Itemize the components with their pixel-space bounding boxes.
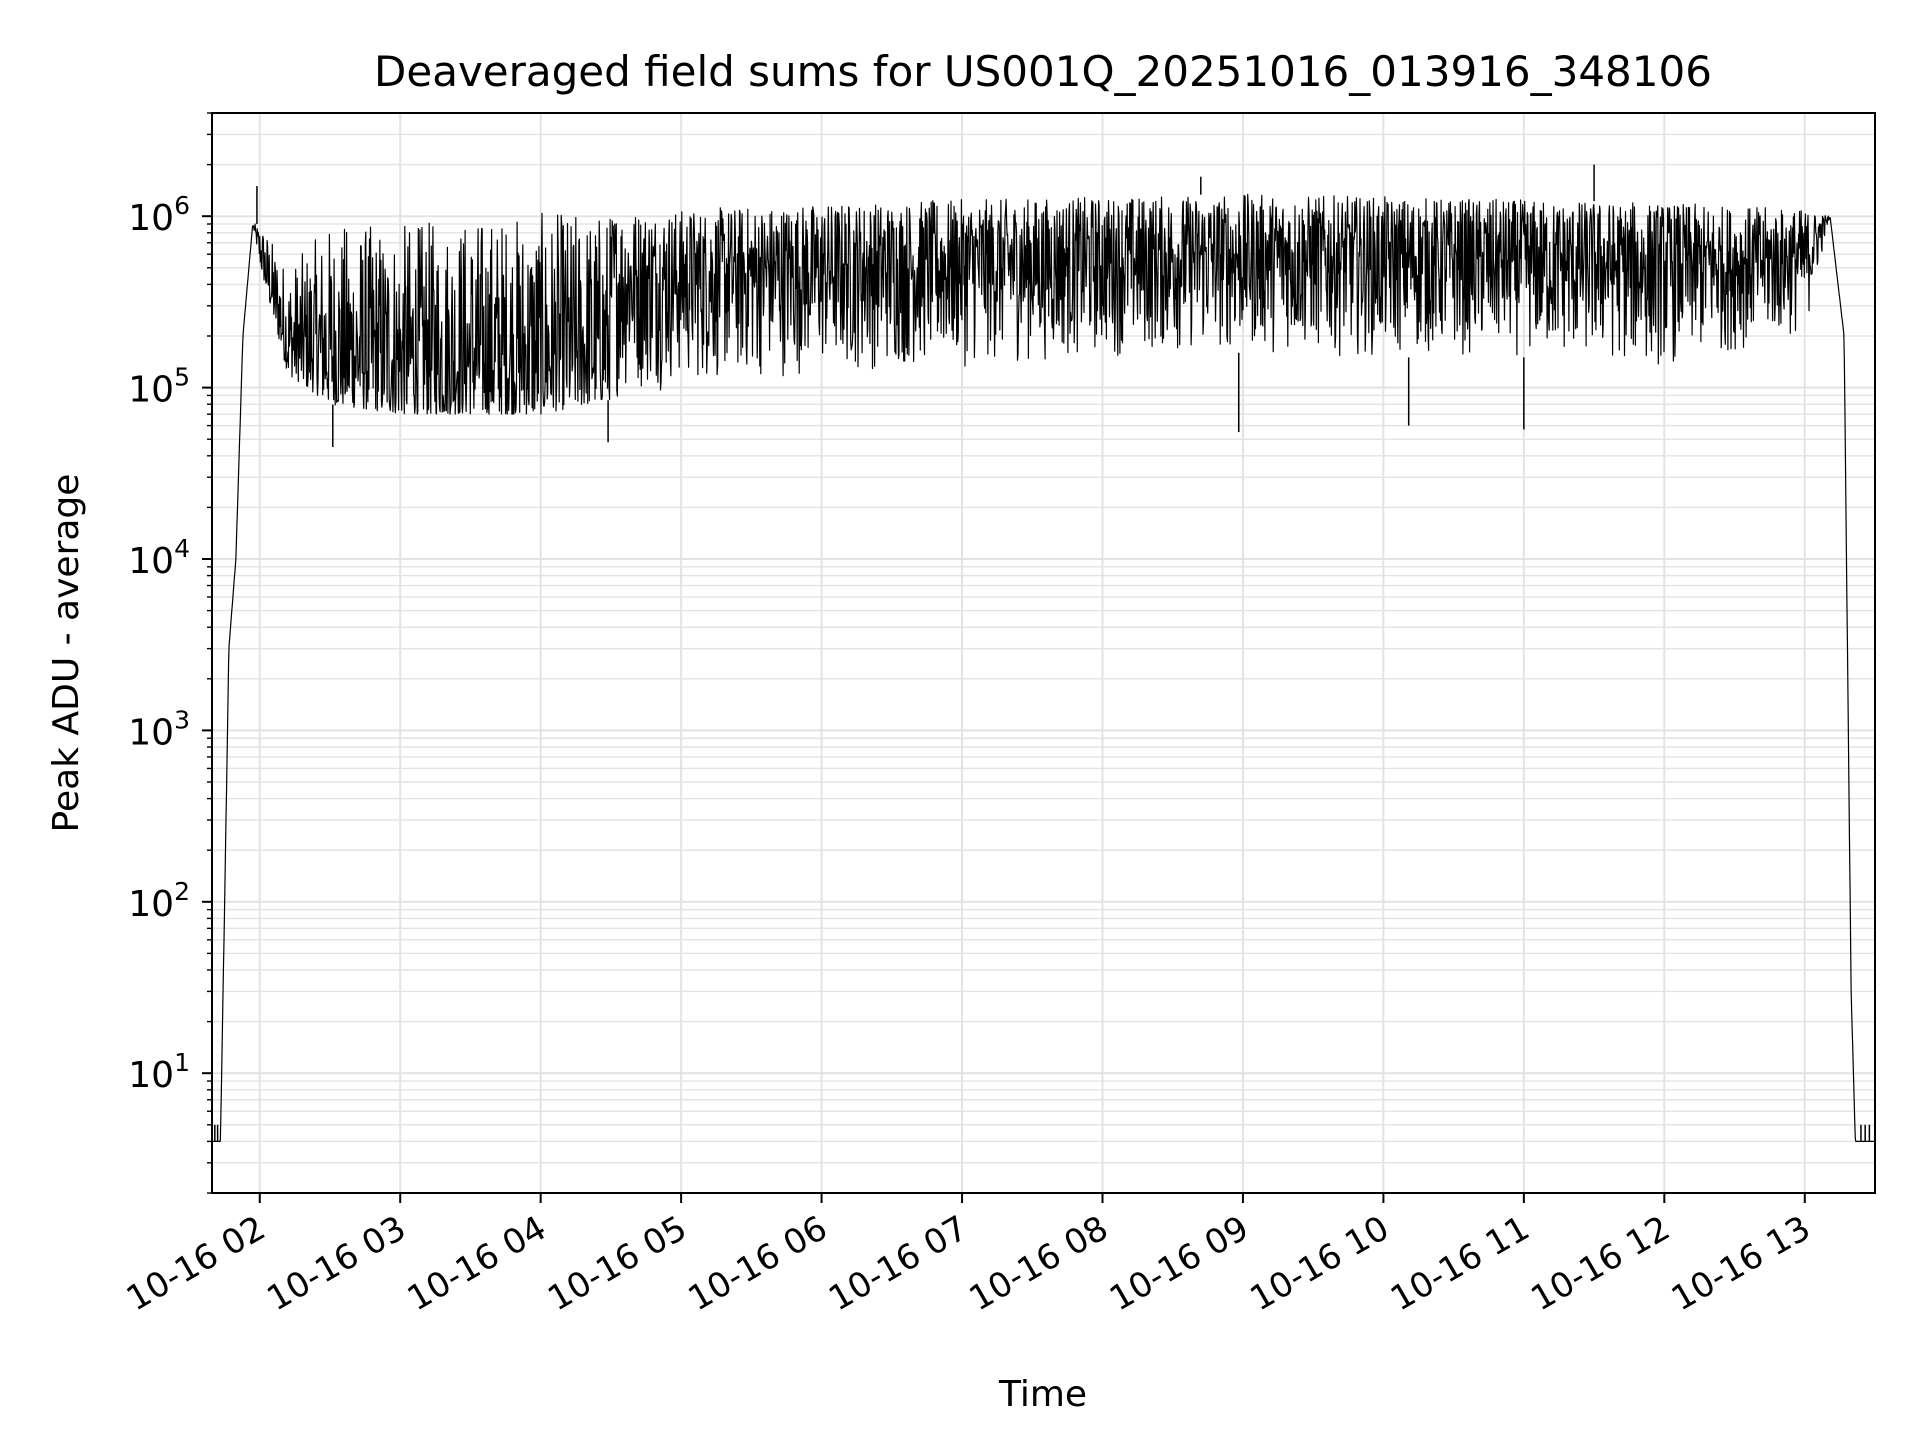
x-axis-label: Time	[998, 1374, 1087, 1415]
y-tick-label: 103	[128, 705, 190, 753]
y-tick-label: 105	[128, 363, 190, 411]
y-tick-label: 106	[128, 191, 190, 239]
plot-area	[211, 164, 1876, 1142]
chart-title: Deaveraged field sums for US001Q_2025101…	[374, 47, 1712, 96]
y-tick-label: 104	[128, 534, 190, 582]
y-axis-label: Peak ADU - average	[46, 474, 87, 833]
y-tick-label: 101	[128, 1048, 190, 1096]
grid	[212, 112, 1875, 1194]
axes-frame	[211, 112, 1876, 1194]
y-tick-label: 102	[128, 877, 190, 925]
series-line	[211, 193, 1876, 1142]
